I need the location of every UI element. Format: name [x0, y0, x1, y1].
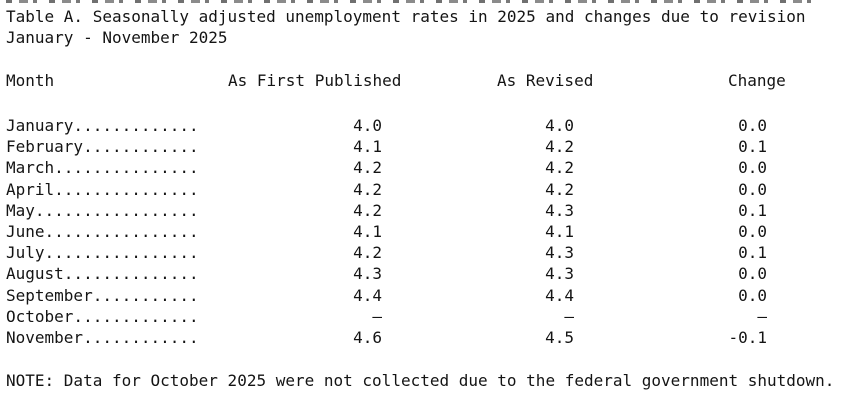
- row-first-published-value: –: [372, 307, 382, 326]
- row-change-value: 0.0: [738, 222, 767, 241]
- row-revised-value: 4.2: [545, 180, 574, 199]
- row-first-published-value: 4.1: [353, 137, 382, 156]
- column-header-revised: As Revised: [497, 71, 594, 90]
- row-change-value: 0.0: [738, 116, 767, 135]
- row-revised-value: 4.0: [545, 116, 574, 135]
- row-revised-value: 4.2: [545, 137, 574, 156]
- row-month-label: November............: [6, 328, 199, 347]
- footnote: NOTE: Data for October 2025 were not col…: [6, 371, 835, 390]
- row-change-value: 0.1: [738, 137, 767, 156]
- row-month-label: January.............: [6, 116, 199, 135]
- document-subtitle: January - November 2025: [6, 28, 228, 47]
- row-first-published-value: 4.4: [353, 286, 382, 305]
- row-month-label: June................: [6, 222, 199, 241]
- row-change-value: 0.1: [738, 201, 767, 220]
- row-change-value: 0.0: [738, 180, 767, 199]
- row-revised-value: 4.2: [545, 158, 574, 177]
- row-revised-value: 4.3: [545, 201, 574, 220]
- column-header-month: Month: [6, 71, 55, 90]
- row-first-published-value: 4.2: [353, 180, 382, 199]
- row-revised-value: 4.4: [545, 286, 574, 305]
- table-header-row: Month As First Published As Revised Chan…: [0, 72, 862, 93]
- row-change-value: -0.1: [728, 328, 767, 347]
- column-header-change: Change: [728, 71, 786, 90]
- column-header-first-published: As First Published: [228, 71, 402, 90]
- row-month-label: May.................: [6, 201, 199, 220]
- document-title: Table A. Seasonally adjusted unemploymen…: [6, 7, 806, 26]
- table-row: September........... 4.4 4.4 0.0: [0, 287, 862, 308]
- row-change-value: 0.0: [738, 286, 767, 305]
- row-revised-value: –: [564, 307, 574, 326]
- row-first-published-value: 4.3: [353, 264, 382, 283]
- table-row: July................ 4.2 4.3 0.1: [0, 244, 862, 265]
- table-row: November............ 4.6 4.5 -0.1: [0, 329, 862, 350]
- row-first-published-value: 4.6: [353, 328, 382, 347]
- row-change-value: 0.0: [738, 264, 767, 283]
- table-row: October............. – – –: [0, 308, 862, 329]
- row-change-value: –: [757, 307, 767, 326]
- row-change-value: 0.1: [738, 243, 767, 262]
- row-revised-value: 4.5: [545, 328, 574, 347]
- row-revised-value: 4.3: [545, 243, 574, 262]
- table-row: January............. 4.0 4.0 0.0: [0, 117, 862, 138]
- clipped-text-fragments: [6, 0, 820, 3]
- table-row: May................. 4.2 4.3 0.1: [0, 202, 862, 223]
- row-first-published-value: 4.2: [353, 243, 382, 262]
- row-month-label: July................: [6, 243, 199, 262]
- row-change-value: 0.0: [738, 158, 767, 177]
- table-row: August.............. 4.3 4.3 0.0: [0, 265, 862, 286]
- table-row: February............ 4.1 4.2 0.1: [0, 138, 862, 159]
- row-first-published-value: 4.1: [353, 222, 382, 241]
- row-month-label: March...............: [6, 158, 199, 177]
- row-revised-value: 4.3: [545, 264, 574, 283]
- row-month-label: October.............: [6, 307, 199, 326]
- row-first-published-value: 4.0: [353, 116, 382, 135]
- row-month-label: September...........: [6, 286, 199, 305]
- table-row: April............... 4.2 4.2 0.0: [0, 181, 862, 202]
- row-month-label: February............: [6, 137, 199, 156]
- row-month-label: August..............: [6, 264, 199, 283]
- row-revised-value: 4.1: [545, 222, 574, 241]
- table-row: June................ 4.1 4.1 0.0: [0, 223, 862, 244]
- row-first-published-value: 4.2: [353, 201, 382, 220]
- row-first-published-value: 4.2: [353, 158, 382, 177]
- table-row: March............... 4.2 4.2 0.0: [0, 159, 862, 180]
- row-month-label: April...............: [6, 180, 199, 199]
